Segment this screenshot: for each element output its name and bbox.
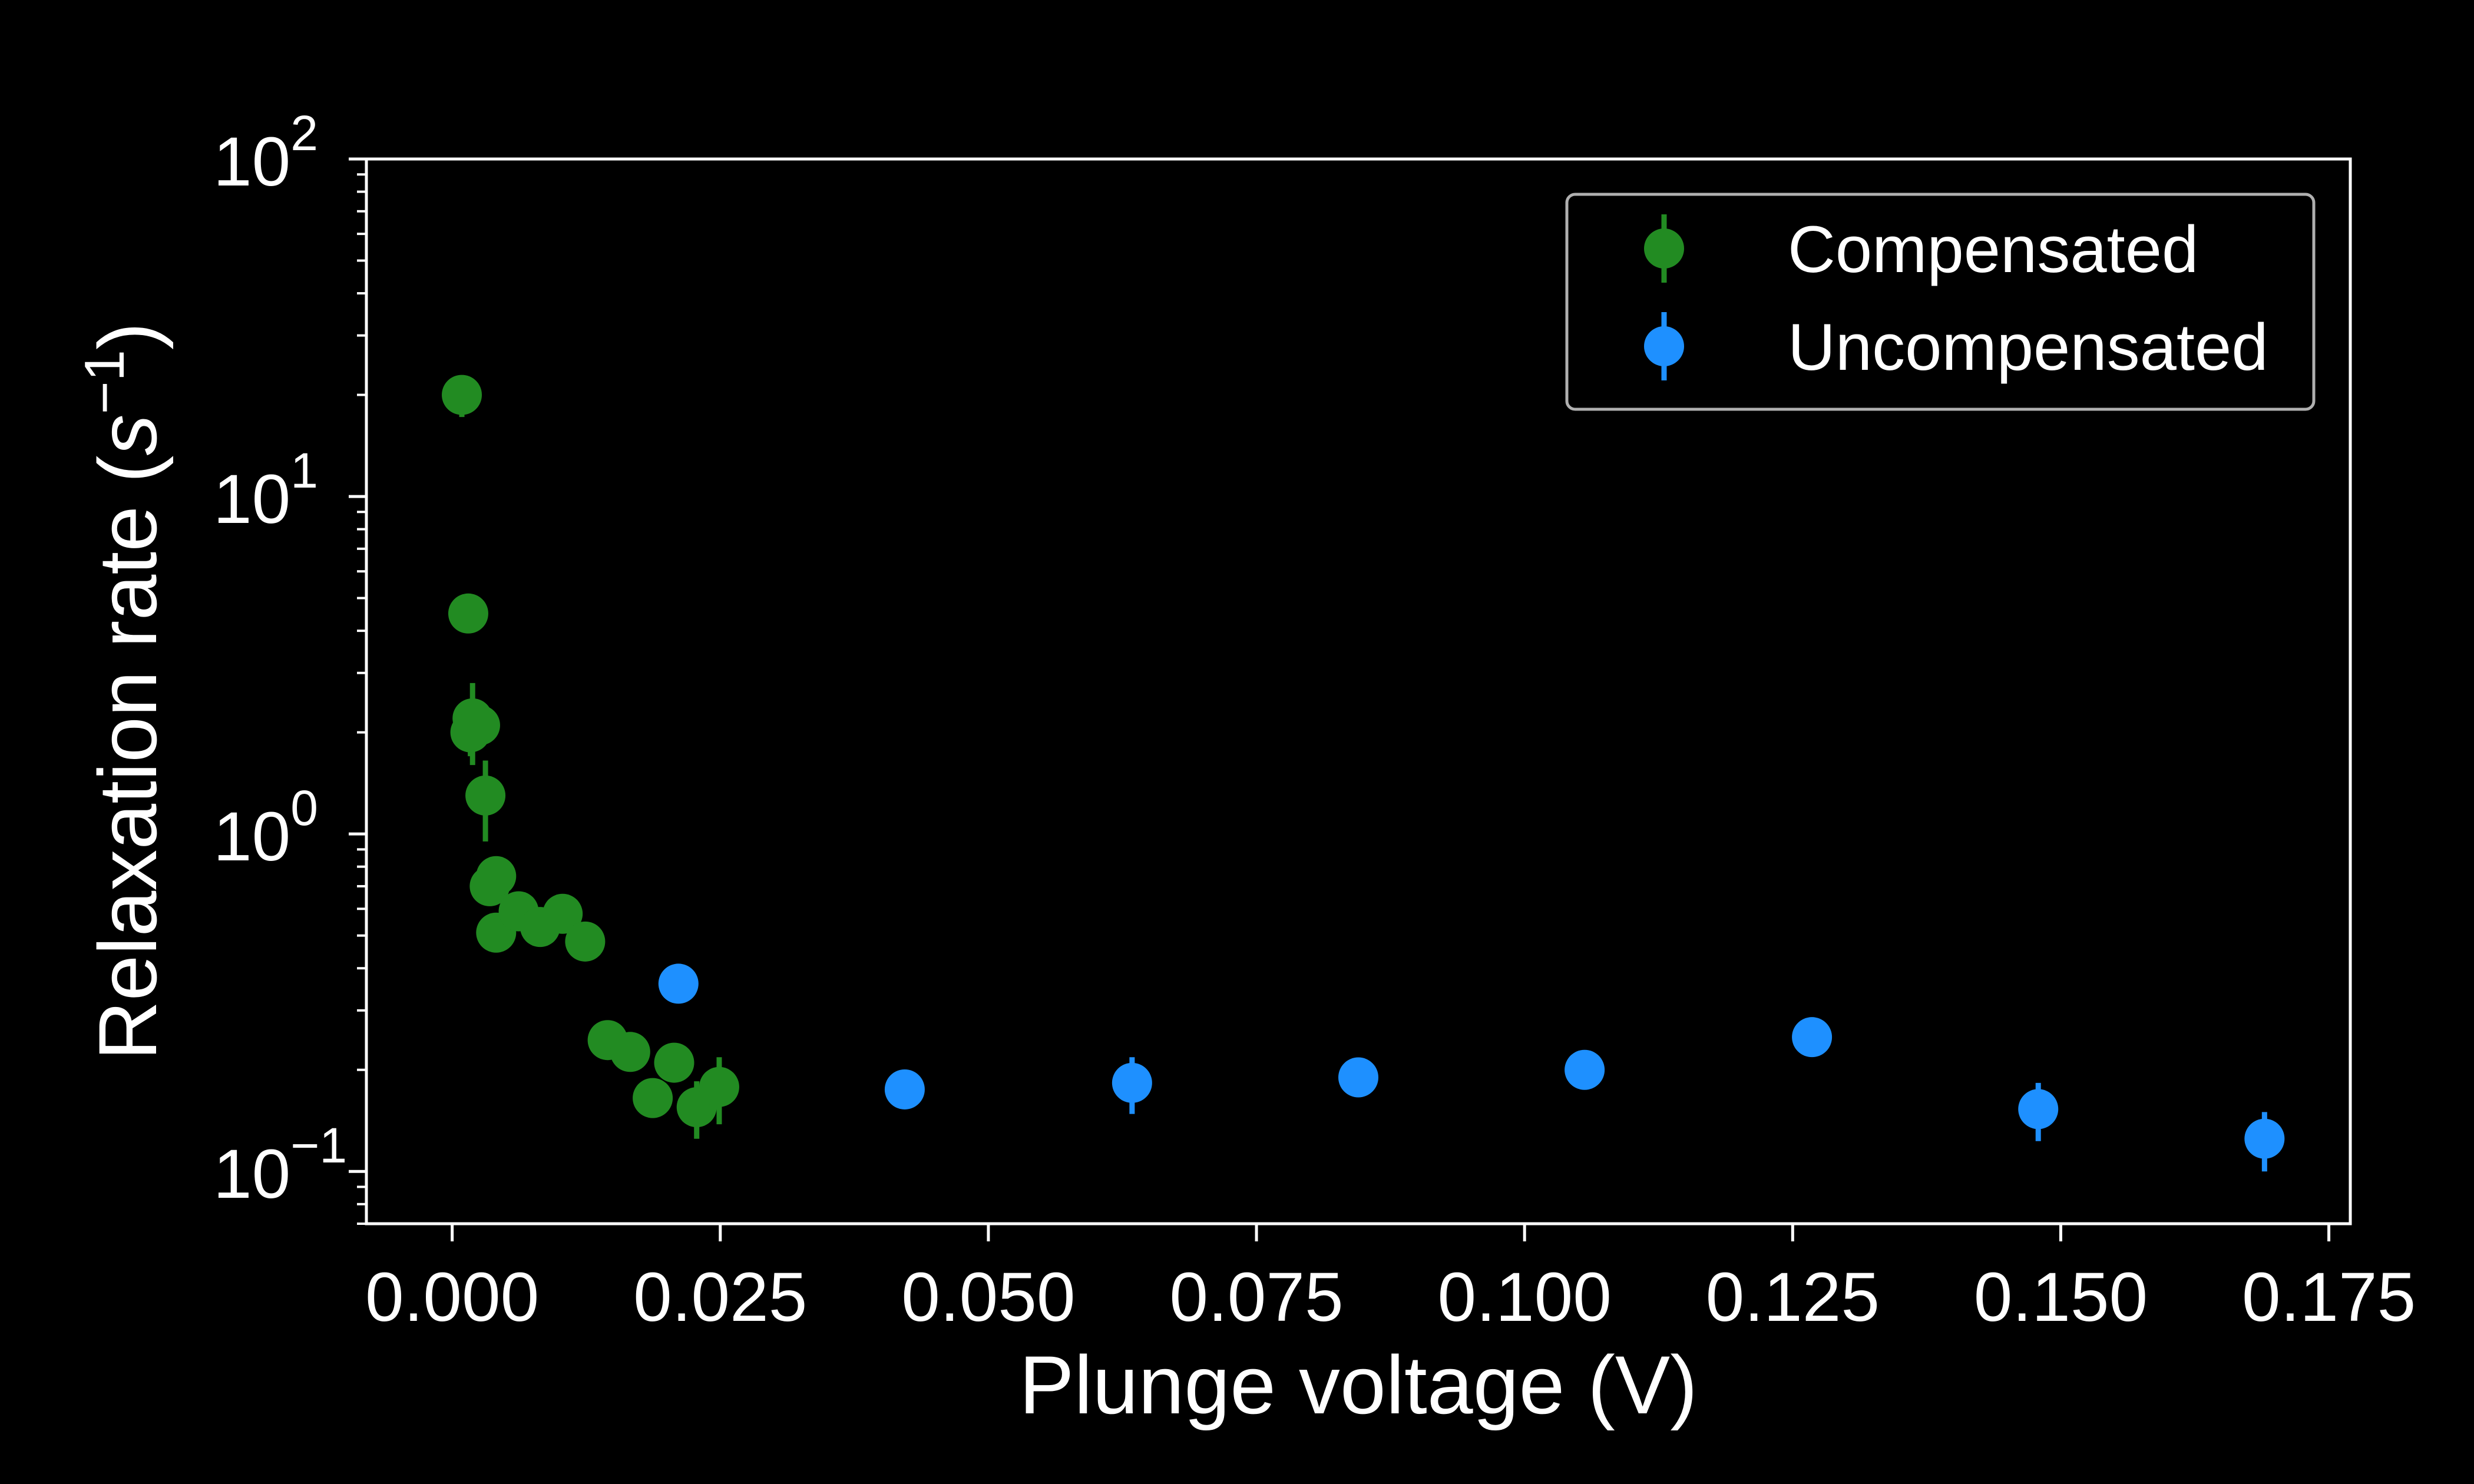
y-tick-base: 10 (213, 798, 290, 876)
data-point (442, 375, 482, 415)
y-tick-base: 10 (213, 1135, 290, 1213)
legend-marker (1644, 326, 1684, 366)
legend-entry-uncompensated: Uncompensated (1644, 310, 2268, 384)
series-compensated (442, 375, 739, 1139)
data-point (459, 705, 500, 746)
data-point (565, 921, 606, 962)
data-point (610, 1032, 650, 1072)
plot-frame (365, 157, 2352, 1225)
x-tick-label: 0.125 (1706, 1258, 1880, 1336)
data-point (2018, 1089, 2059, 1129)
legend-entries: Compensated Uncompensated (1644, 213, 2268, 384)
data-point (1112, 1062, 1152, 1103)
data-point (448, 593, 488, 634)
legend-box (1565, 193, 2316, 411)
y-tick-label: 102 (213, 105, 318, 201)
data-point (1338, 1057, 1378, 1098)
y-axis-label-exponent: −1 (73, 350, 136, 414)
y-tick-base: 10 (213, 461, 290, 538)
data-point (1792, 1017, 1833, 1058)
y-tick-exponent: 2 (290, 105, 318, 161)
y-tick-base: 10 (213, 123, 290, 201)
legend-entry-compensated: Compensated (1644, 213, 2198, 286)
series-uncompensated (658, 963, 2285, 1172)
y-axis-label-variable: s (81, 414, 174, 455)
data-point (699, 1066, 739, 1107)
data-point (1565, 1049, 1605, 1090)
plot-area (365, 157, 2352, 1225)
data-point (654, 1042, 694, 1083)
data-point (2244, 1118, 2285, 1159)
x-tick-label: 0.050 (901, 1258, 1075, 1336)
x-tick-label: 0.175 (2242, 1258, 2416, 1336)
y-tick-exponent: 0 (290, 780, 318, 836)
data-point (476, 856, 517, 896)
y-axis-label-prefix: Relaxation rate ( (81, 455, 174, 1060)
data-point (543, 893, 583, 934)
x-tick-label: 0.000 (365, 1258, 539, 1336)
data-point (633, 1078, 673, 1118)
legend-label: Uncompensated (1788, 310, 2268, 384)
series-layer (442, 375, 2285, 1172)
y-tick-exponent: 1 (290, 443, 318, 498)
x-tick-label: 0.075 (1169, 1258, 1343, 1336)
data-point (884, 1069, 925, 1109)
data-point (465, 775, 506, 816)
legend: Compensated Uncompensated (1565, 193, 2316, 411)
y-tick-exponent: −1 (290, 1118, 347, 1173)
x-tick-label: 0.025 (633, 1258, 807, 1336)
data-point (658, 963, 699, 1004)
y-tick-label: 101 (213, 443, 318, 538)
x-axis-label: Plunge voltage (V) (1019, 1339, 1698, 1431)
y-axis-label: Relaxation rate (s−1) (73, 322, 174, 1060)
y-tick-label: 10−1 (213, 1118, 347, 1213)
legend-label: Compensated (1788, 213, 2198, 286)
legend-marker (1644, 228, 1684, 269)
y-tick-label: 100 (213, 780, 318, 876)
x-tick-label: 0.150 (1974, 1258, 2148, 1336)
x-tick-label: 0.100 (1438, 1258, 1612, 1336)
x-axis: 0.000 0.025 0.050 0.075 0.100 0.125 0.150 0.175 (365, 1224, 2416, 1336)
y-axis-label-suffix: ) (81, 322, 174, 350)
